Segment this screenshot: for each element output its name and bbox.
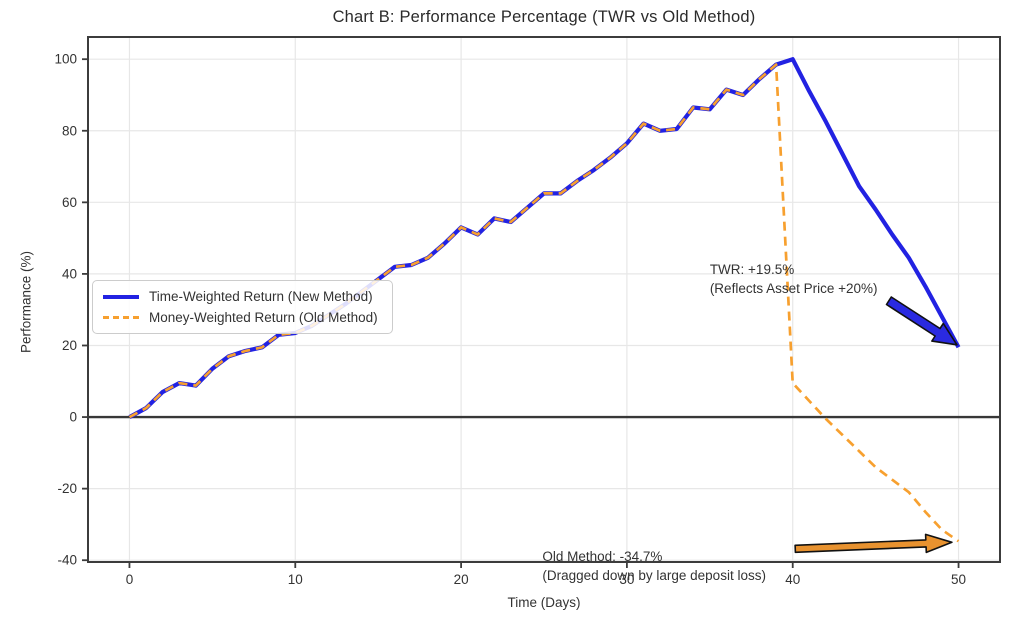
legend-item-mwr: Money-Weighted Return (Old Method) [103,310,378,325]
x-tick-label: 30 [619,572,634,587]
mwr-line-swatch [103,316,139,319]
y-tick-label: -20 [57,481,77,496]
legend: Time-Weighted Return (New Method) Money-… [92,280,393,334]
old-method-arrow [794,533,953,554]
series-line-twr [128,57,961,419]
y-tick-label: 100 [54,52,77,67]
x-tick-label: 10 [288,572,303,587]
x-tick-label: 40 [785,572,800,587]
twr-arrow [885,296,958,346]
x-tick-label: 0 [126,572,134,587]
annotation-old-method: Old Method: -34.7% (Dragged down by larg… [542,548,766,584]
y-tick-label: 0 [69,410,77,425]
x-axis-label: Time (Days) [507,595,581,610]
x-tick-label: 50 [951,572,966,587]
legend-item-twr: Time-Weighted Return (New Method) [103,289,378,304]
twr-line-swatch [103,294,139,299]
y-tick-label: 40 [62,266,77,281]
x-tick-label: 20 [454,572,469,587]
y-tick-label: 20 [62,338,77,353]
series-line-mwr [128,63,960,543]
plot-border [87,36,1001,563]
y-tick-label: -40 [57,553,77,568]
legend-label-mwr: Money-Weighted Return (Old Method) [149,310,378,325]
chart-title: Chart B: Performance Percentage (TWR vs … [332,8,756,26]
legend-label-twr: Time-Weighted Return (New Method) [149,289,373,304]
y-tick-label: 60 [62,195,77,210]
y-tick-label: 80 [62,123,77,138]
annotation-twr: TWR: +19.5% (Reflects Asset Price +20%) [709,262,878,297]
